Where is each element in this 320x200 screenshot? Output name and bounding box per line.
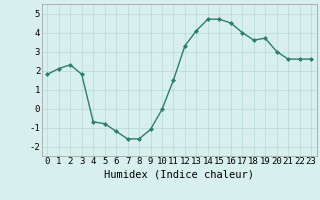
X-axis label: Humidex (Indice chaleur): Humidex (Indice chaleur)	[104, 169, 254, 179]
